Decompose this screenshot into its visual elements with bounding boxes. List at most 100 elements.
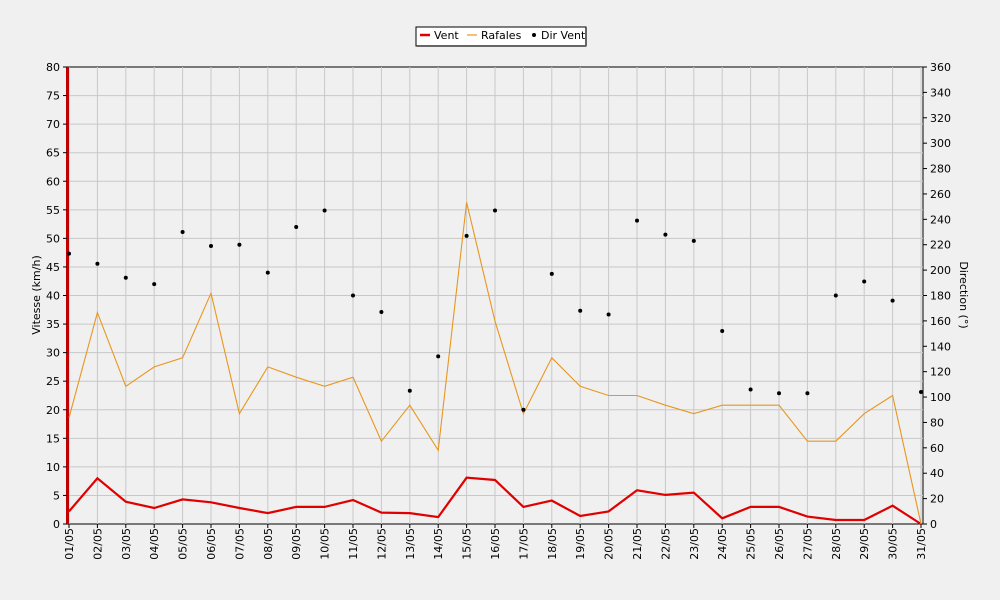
point-dir-vent xyxy=(123,275,128,280)
x-tick-label: 25/05 xyxy=(745,528,758,560)
right-tick-label: 280 xyxy=(930,163,951,176)
x-tick-label: 06/05 xyxy=(205,528,218,560)
point-dir-vent xyxy=(152,282,157,287)
x-tick-label: 22/05 xyxy=(659,528,672,560)
right-tick-label: 240 xyxy=(930,213,951,226)
right-tick-label: 200 xyxy=(930,264,951,277)
left-tick-label: 30 xyxy=(46,347,60,360)
x-tick-label: 19/05 xyxy=(574,528,587,560)
x-tick-label: 29/05 xyxy=(858,528,871,560)
point-dir-vent xyxy=(748,387,753,392)
point-dir-vent xyxy=(777,391,781,396)
x-tick-label: 24/05 xyxy=(716,528,729,560)
right-tick-label: 0 xyxy=(930,518,937,531)
left-tick-label: 5 xyxy=(53,489,60,502)
x-tick-label: 15/05 xyxy=(461,528,474,560)
point-dir-vent xyxy=(464,233,469,238)
point-dir-vent xyxy=(578,308,583,313)
x-tick-label: 27/05 xyxy=(801,528,814,560)
y-axis-right-label: Direction (°) xyxy=(957,261,970,328)
right-tick-label: 80 xyxy=(930,416,944,429)
point-dir-vent xyxy=(322,208,327,213)
left-tick-label: 60 xyxy=(46,175,60,188)
right-tick-label: 120 xyxy=(930,366,951,379)
point-dir-vent xyxy=(805,391,810,396)
period-marker xyxy=(66,67,69,524)
right-tick-label: 340 xyxy=(930,86,951,99)
x-tick-label: 12/05 xyxy=(375,528,388,560)
point-dir-vent xyxy=(67,251,71,256)
left-tick-label: 15 xyxy=(46,432,60,445)
x-tick-label: 03/05 xyxy=(120,528,133,560)
point-dir-vent xyxy=(379,310,384,315)
x-tick-label: 31/05 xyxy=(915,528,928,560)
x-tick-label: 11/05 xyxy=(347,528,360,560)
x-tick-label: 04/05 xyxy=(148,528,161,560)
point-dir-vent xyxy=(549,271,554,276)
legend-dir-vent-label: Dir Vent xyxy=(541,29,586,42)
point-dir-vent xyxy=(919,389,923,394)
right-tick-label: 320 xyxy=(930,112,951,125)
x-tick-label: 09/05 xyxy=(290,528,303,560)
x-tick-label: 23/05 xyxy=(688,528,701,560)
left-tick-label: 55 xyxy=(46,204,60,217)
x-tick-label: 08/05 xyxy=(262,528,275,560)
x-tick-label: 21/05 xyxy=(631,528,644,560)
right-tick-label: 260 xyxy=(930,188,951,201)
legend: Vent Rafales Dir Vent xyxy=(415,26,587,47)
point-dir-vent xyxy=(663,232,668,237)
x-tick-label: 20/05 xyxy=(603,528,616,560)
legend-rafales-label: Rafales xyxy=(481,29,522,42)
point-dir-vent xyxy=(606,312,611,317)
series-layer xyxy=(67,202,923,525)
x-tick-label: 13/05 xyxy=(404,528,417,560)
left-tick-label: 75 xyxy=(46,90,60,103)
point-dir-vent xyxy=(691,238,696,243)
x-tick-label: 02/05 xyxy=(91,528,104,560)
point-dir-vent xyxy=(180,230,185,235)
point-dir-vent xyxy=(635,218,639,223)
point-dir-vent xyxy=(833,293,838,298)
left-tick-label: 45 xyxy=(46,261,60,274)
x-tick-label: 28/05 xyxy=(830,528,843,560)
point-dir-vent xyxy=(294,224,299,229)
left-tick-label: 65 xyxy=(46,147,60,160)
left-tick-label: 80 xyxy=(46,61,60,74)
left-tick-label: 70 xyxy=(46,118,60,131)
point-dir-vent xyxy=(265,270,270,275)
legend-vent-label: Vent xyxy=(434,29,459,42)
left-tick-label: 50 xyxy=(46,232,60,245)
x-tick-label: 26/05 xyxy=(773,528,786,560)
left-tick-label: 20 xyxy=(46,404,60,417)
x-tick-label: 05/05 xyxy=(177,528,190,560)
x-tick-label: 07/05 xyxy=(233,528,246,560)
point-dir-vent xyxy=(237,242,242,247)
x-tick-label: 01/05 xyxy=(63,528,76,560)
right-tick-label: 40 xyxy=(930,467,944,480)
grid xyxy=(66,67,923,524)
left-axis: 0 5 10 15 20 25 30 35 40 45 50 55 60 65 70 75 80 xyxy=(46,61,67,531)
y-axis-left-label: Vitesse (km/h) xyxy=(30,255,43,335)
right-tick-label: 160 xyxy=(930,315,951,328)
x-tick-label: 17/05 xyxy=(517,528,530,560)
left-tick-label: 0 xyxy=(53,518,60,531)
right-tick-label: 140 xyxy=(930,340,951,353)
point-dir-vent xyxy=(862,279,867,284)
point-dir-vent xyxy=(720,329,725,334)
left-tick-label: 25 xyxy=(46,375,60,388)
point-dir-vent xyxy=(890,298,895,303)
right-tick-label: 100 xyxy=(930,391,951,404)
left-tick-label: 35 xyxy=(46,318,60,331)
x-tick-label: 14/05 xyxy=(432,528,445,560)
x-axis: 01/05 02/05 03/05 04/05 05/05 06/05 07/05 08/05… xyxy=(63,524,928,560)
left-tick-label: 40 xyxy=(46,290,60,303)
point-dir-vent xyxy=(407,388,412,393)
point-dir-vent xyxy=(493,208,497,213)
right-tick-label: 360 xyxy=(930,61,951,74)
point-dir-vent xyxy=(436,354,441,359)
point-dir-vent xyxy=(209,243,213,248)
right-tick-label: 20 xyxy=(930,493,944,506)
right-tick-label: 220 xyxy=(930,239,951,252)
right-tick-label: 180 xyxy=(930,290,951,303)
